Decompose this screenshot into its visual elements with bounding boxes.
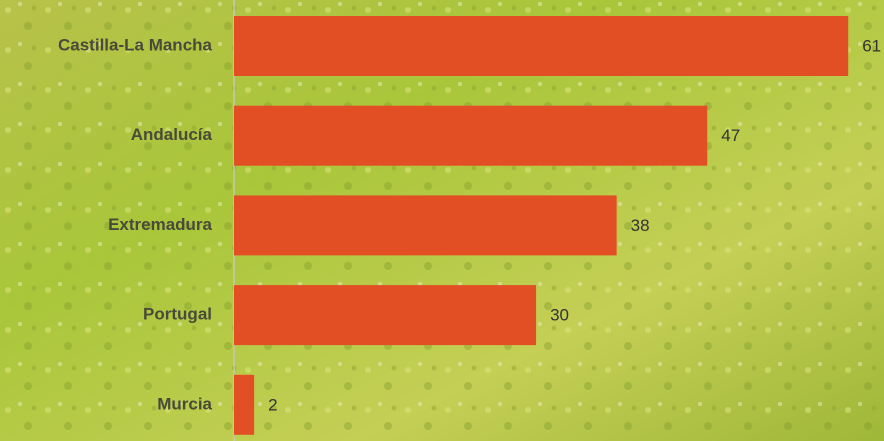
bar (234, 195, 617, 256)
bar (234, 16, 849, 76)
category-label: Castilla-La Mancha (58, 35, 213, 54)
value-label: 61 (862, 36, 881, 55)
value-label: 47 (721, 126, 740, 145)
value-label: 30 (550, 306, 569, 325)
category-label: Extremadura (108, 215, 212, 234)
bar (234, 374, 255, 435)
category-label: Andalucía (131, 125, 213, 144)
value-label: 2 (268, 395, 277, 414)
value-label: 38 (631, 216, 650, 235)
bar (234, 105, 708, 166)
bar (234, 285, 537, 346)
category-label: Portugal (143, 305, 212, 324)
category-label: Murcia (157, 394, 212, 413)
